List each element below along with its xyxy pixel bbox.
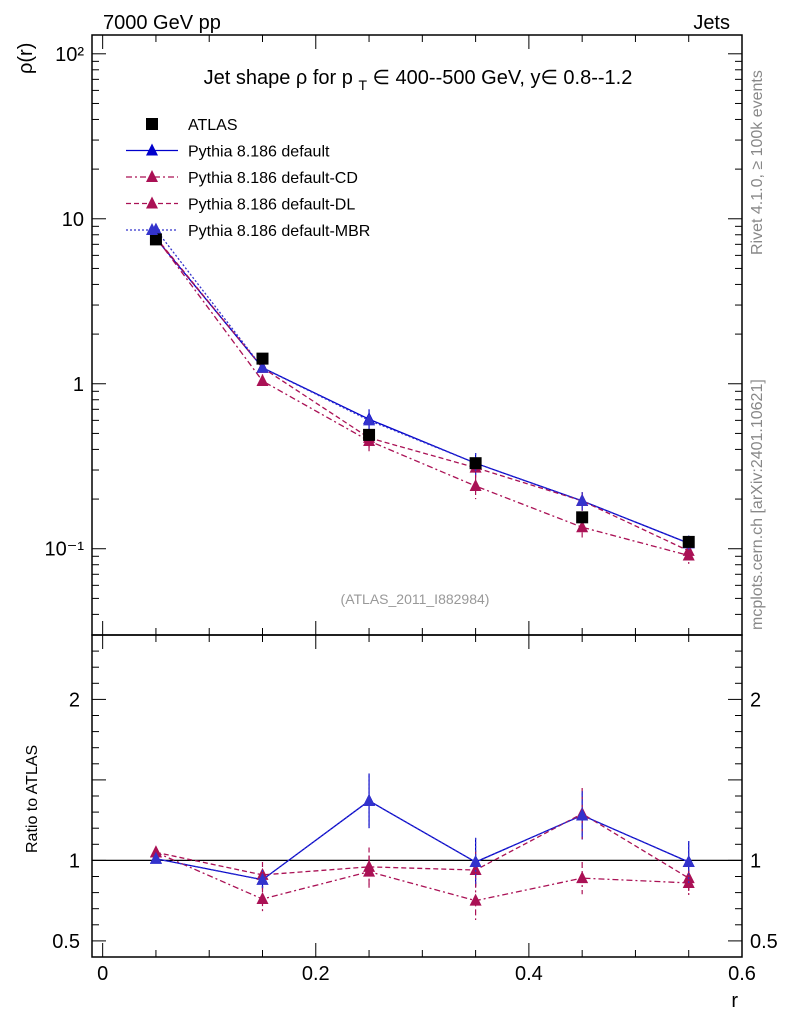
ratio-marker [469,855,482,868]
ratio-marker [363,859,376,872]
x-axis-label: r [731,990,738,1012]
axis-ticks [92,35,743,958]
legend-label: Pythia 8.186 default [188,144,330,161]
title-subscript: T [358,77,367,93]
ratio-marker [363,793,376,806]
data-point-atlas [256,352,269,365]
ratio-line-3 [155,812,690,879]
title-rest: ∈ 400--500 GeV, y∈ 0.8--1.2 [367,67,632,89]
data-point-atlas [149,233,162,246]
ratio-marker [576,871,589,884]
data-point-atlas [363,428,376,441]
series-marker [469,479,482,492]
series-layer [149,222,695,564]
series-marker [363,413,376,426]
chart-title-text: Jet shape ρ for p [204,67,353,89]
legend-label: ATLAS [188,117,238,134]
legend-marker [146,196,158,209]
y-tick-label: 10² [55,44,84,66]
mcplots-label: mcplots.cern.ch [arXiv:2401.10621] [749,379,766,630]
ratio-line-4 [155,800,689,881]
legend: ATLAS Pythia 8.186 default Pythia 8.186 de… [126,117,370,240]
ratio-marker [469,893,482,906]
ratio-marker [256,872,269,885]
ratio-tick-label-right: 0.5 [750,931,778,953]
series-marker [682,543,695,556]
series-line-3 [155,237,689,552]
x-tick-label: 0 [97,963,108,985]
ratio-layer [149,773,695,920]
ratio-line-1 [155,800,689,881]
ratio-tick-label-left: 1 [69,850,80,872]
legend-marker [146,143,158,156]
chart-title: Jet shape ρ for p T ∈ 400--500 GeV, y∈ 0… [204,67,633,93]
ratio-tick-label-right: 1 [750,850,761,872]
ratio-panel-frame [91,634,743,958]
x-tick-label: 0.4 [515,963,543,985]
x-tick-label: 0.2 [302,963,330,985]
legend-label: Pythia 8.186 default-MBR [188,223,370,240]
header-left: 7000 GeV pp [103,12,221,34]
analysis-tag: (ATLAS_2011_I882984) [341,591,490,607]
series-marker [256,373,269,386]
data-point-atlas [469,457,482,470]
data-point-atlas [576,511,589,524]
ratio-axis-label: Ratio to ATLAS [24,745,41,853]
y-tick-label: 10⁻¹ [45,539,85,561]
series-line-1 [155,238,689,544]
legend-label: Pythia 8.186 default-CD [188,170,358,187]
ratio-marker [469,863,482,876]
legend-marker [146,118,158,130]
series-line-2 [155,237,689,557]
rivet-label: Rivet 4.1.0, ≥ 100k events [749,70,766,255]
series-marker [576,493,589,506]
series-marker [256,360,269,373]
ratio-marker [576,808,589,821]
legend-marker [146,170,158,182]
ratio-tick-label-right: 2 [750,689,761,711]
legend-label: Pythia 8.186 default-DL [188,197,355,214]
x-tick-label: 0.6 [728,963,756,985]
y-axis-label: ρ(r) [15,43,37,74]
ratio-tick-label-left: 2 [69,689,80,711]
ratio-marker [256,892,269,905]
y-tick-label: 10 [62,209,84,231]
series-line-4 [155,229,689,544]
legend-marker [146,223,158,235]
ratio-tick-label-left: 0.5 [52,931,80,953]
ratio-marker [149,851,162,864]
ratio-marker [149,845,162,858]
ratio-line-2 [155,851,689,902]
ratio-marker [682,855,695,868]
header-right: Jets [693,12,730,34]
data-point-atlas [682,535,695,548]
y-tick-label: 1 [73,374,84,396]
tick-labels: 0 0.2 0.4 0.6 10⁻¹ 1 10 10² 0.5 0.5 1 1 2 2 [45,44,778,985]
series-marker [576,520,589,533]
